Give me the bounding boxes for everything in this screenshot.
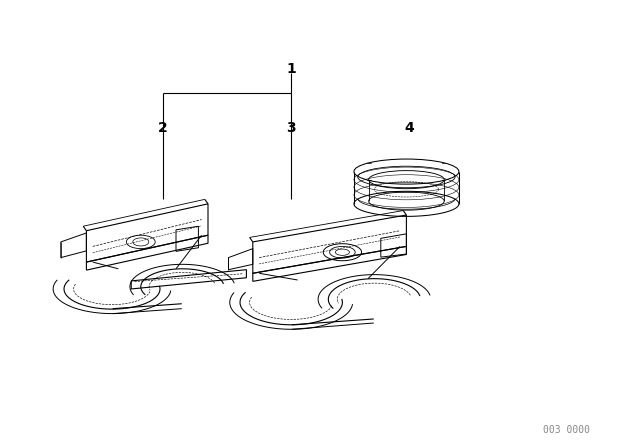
Text: 3: 3 (286, 121, 296, 135)
Text: 4: 4 (404, 121, 415, 135)
Text: 003 0000: 003 0000 (543, 425, 590, 435)
Text: 1: 1 (286, 62, 296, 77)
Text: 2: 2 (158, 121, 168, 135)
